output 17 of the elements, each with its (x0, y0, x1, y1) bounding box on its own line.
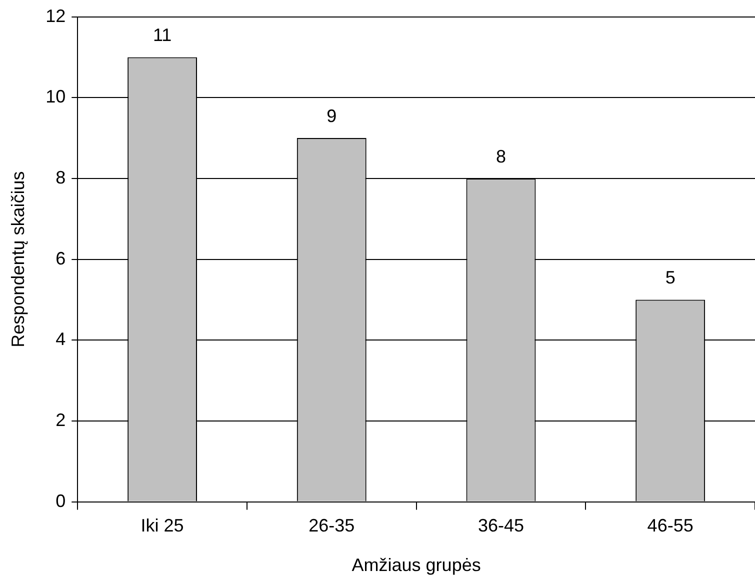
x-tick-label: Iki 25 (140, 516, 184, 536)
y-tick-label: 10 (46, 86, 66, 107)
data-label: 9 (326, 106, 337, 126)
y-tick-label: 0 (56, 490, 66, 511)
x-tick-label: 46-55 (647, 516, 694, 536)
y-tick-label: 6 (56, 248, 66, 268)
data-label: 5 (665, 268, 676, 288)
data-label: 11 (152, 25, 172, 46)
x-axis-title: Amžiaus grupės (352, 555, 481, 576)
y-tick-label: 12 (46, 6, 66, 26)
y-tick-label: 4 (56, 329, 66, 350)
y-axis-title: Respondentų skaičius (8, 171, 28, 348)
x-tick-label: 36-45 (478, 516, 524, 536)
data-label: 8 (496, 146, 506, 166)
y-tick-label: 8 (56, 167, 66, 188)
y-tick-label: 2 (56, 410, 66, 430)
x-tick-label: 26-35 (308, 516, 355, 536)
